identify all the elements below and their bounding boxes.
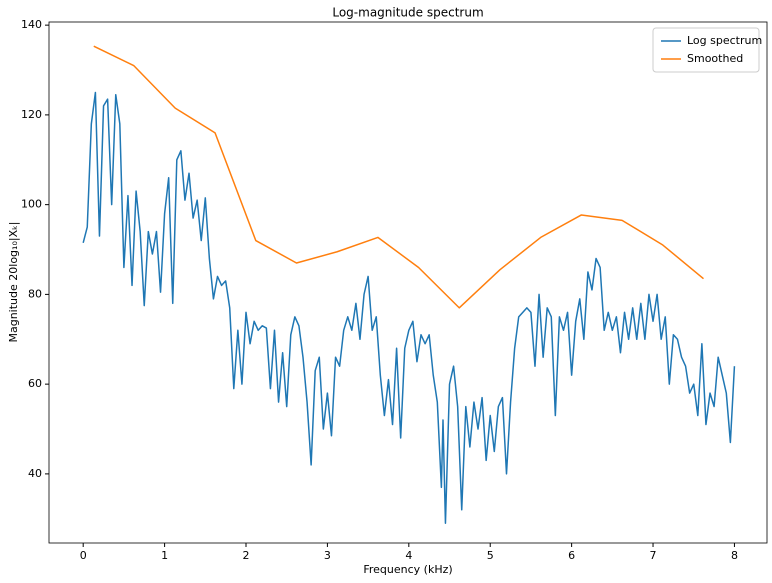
series-line xyxy=(82,91,736,524)
legend-label: Smoothed xyxy=(687,52,743,65)
x-tick-label: 4 xyxy=(405,549,412,562)
y-tick-label: 120 xyxy=(21,108,42,121)
y-tick-label: 100 xyxy=(21,198,42,211)
legend-box xyxy=(652,27,760,73)
x-tick-label: 6 xyxy=(568,549,575,562)
x-tick-label: 1 xyxy=(161,549,168,562)
x-tick-label: 8 xyxy=(731,549,738,562)
x-tick-label: 2 xyxy=(243,549,250,562)
y-tick-label: 140 xyxy=(21,18,42,31)
y-tick-label: 40 xyxy=(28,467,42,480)
y-tick-label: 60 xyxy=(28,377,42,390)
chart-title: Log-magnitude spectrum xyxy=(332,6,483,20)
x-tick-label: 5 xyxy=(487,549,494,562)
y-tick-label: 80 xyxy=(28,287,42,300)
x-tick-label: 7 xyxy=(650,549,657,562)
series-line xyxy=(93,45,704,309)
x-axis-label: Frequency (kHz) xyxy=(363,563,452,576)
y-axis-label: Magnitude 20log₁₀|Xₖ| xyxy=(7,222,20,343)
x-tick-label: 0 xyxy=(80,549,87,562)
x-tick-label: 3 xyxy=(324,549,331,562)
legend-label: Log spectrum xyxy=(687,34,762,47)
plot-frame xyxy=(48,21,768,544)
